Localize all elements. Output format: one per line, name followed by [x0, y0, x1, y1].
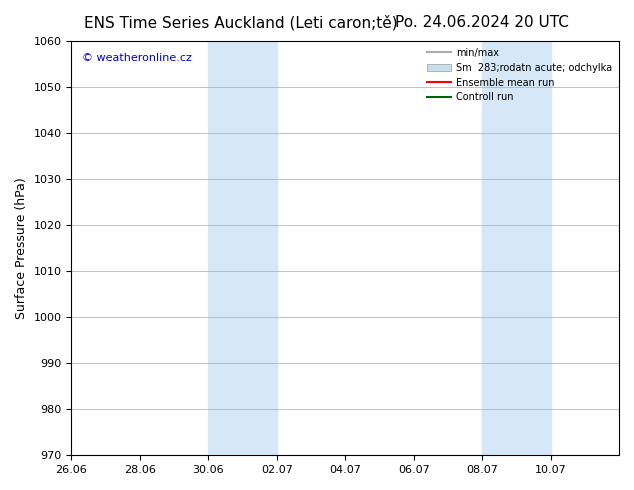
- Bar: [209, 41, 277, 455]
- Y-axis label: Surface Pressure (hPa): Surface Pressure (hPa): [15, 177, 28, 319]
- Text: Po. 24.06.2024 20 UTC: Po. 24.06.2024 20 UTC: [395, 15, 569, 30]
- Text: © weatheronline.cz: © weatheronline.cz: [82, 53, 192, 64]
- Bar: [482, 41, 550, 455]
- Text: ENS Time Series Auckland (Leti caron;tě): ENS Time Series Auckland (Leti caron;tě): [84, 15, 398, 30]
- Legend: min/max, Sm  283;rodatn acute; odchylka, Ensemble mean run, Controll run: min/max, Sm 283;rodatn acute; odchylka, …: [423, 44, 616, 106]
